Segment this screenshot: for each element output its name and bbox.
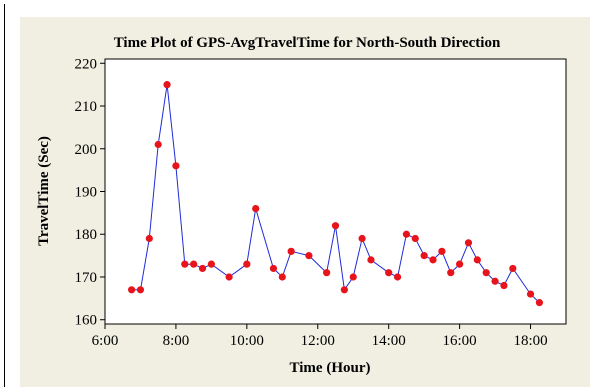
data-point: [198, 264, 207, 273]
series-group: [127, 81, 544, 307]
data-point: [491, 277, 499, 285]
left-border-line: [4, 4, 5, 387]
data-point: [269, 264, 278, 273]
x-tick-label: 6:00: [92, 333, 119, 349]
y-axis-title: TravelTime (Sec): [36, 136, 52, 246]
data-point: [402, 230, 411, 238]
data-point: [243, 260, 251, 268]
data-point: [393, 273, 402, 281]
data-point: [172, 162, 180, 170]
data-point: [482, 269, 490, 277]
data-point: [385, 269, 393, 277]
data-point: [526, 290, 535, 298]
x-axis: 6:00 8:00 10:00 12:00 14:00 16:00 18:00: [92, 324, 548, 349]
data-point: [181, 260, 189, 268]
data-point: [323, 269, 331, 277]
data-point: [331, 222, 340, 230]
y-tick-label: 210: [75, 99, 98, 115]
data-point: [145, 234, 153, 243]
data-point: [349, 273, 357, 281]
data-point: [163, 81, 171, 89]
data-point: [252, 204, 260, 213]
x-axis-title: Time (Hour): [290, 360, 371, 376]
y-tick-label: 190: [75, 185, 98, 201]
data-point: [429, 256, 437, 264]
data-point: [367, 256, 375, 264]
data-point: [278, 273, 286, 281]
data-point: [287, 247, 295, 255]
x-tick-label: 14:00: [372, 333, 406, 349]
data-point: [225, 273, 233, 281]
data-point: [358, 234, 366, 243]
y-axis: 160 170 180 190 200 210 220: [75, 56, 105, 329]
y-tick-label: 200: [75, 142, 98, 158]
data-point: [535, 299, 544, 307]
data-point: [154, 140, 162, 149]
data-point: [340, 286, 348, 294]
data-point: [500, 281, 508, 290]
x-tick-label: 8:00: [163, 333, 190, 349]
y-tick-label: 180: [75, 227, 98, 243]
x-tick-label: 18:00: [513, 333, 547, 349]
series-line: [131, 84, 540, 303]
x-tick-label: 16:00: [443, 333, 477, 349]
data-point: [473, 256, 481, 264]
y-tick-label: 170: [75, 270, 98, 286]
data-point: [456, 260, 464, 268]
data-point: [438, 247, 446, 255]
y-tick-label: 160: [75, 313, 98, 329]
data-point: [305, 252, 313, 260]
data-point: [136, 286, 145, 294]
plot-area: [104, 58, 567, 325]
data-point: [447, 269, 455, 277]
data-point: [190, 260, 198, 268]
data-point: [411, 234, 419, 243]
chart-title: Time Plot of GPS-AvgTravelTime for North…: [114, 35, 501, 51]
x-tick-label: 12:00: [301, 333, 335, 349]
data-point: [127, 286, 136, 294]
y-tick-label: 220: [75, 56, 98, 72]
data-point: [207, 260, 215, 268]
data-point: [464, 239, 473, 247]
x-tick-label: 10:00: [230, 333, 264, 349]
data-point: [420, 252, 428, 260]
data-point: [509, 264, 517, 273]
